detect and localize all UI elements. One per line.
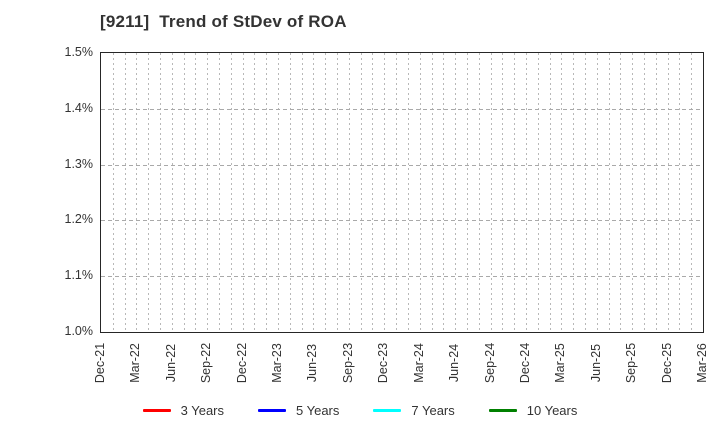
- gridline-vertical: [525, 53, 527, 332]
- x-axis-tick-label: Jun-22: [163, 343, 178, 383]
- gridline-vertical: [596, 53, 598, 332]
- gridline-vertical: [124, 53, 126, 332]
- gridline-vertical: [278, 53, 280, 332]
- gridline-vertical: [466, 53, 468, 332]
- gridline-vertical: [396, 53, 398, 332]
- gridline-vertical: [384, 53, 386, 332]
- gridline-vertical: [561, 53, 563, 332]
- x-axis-tick-label: Jun-25: [588, 343, 603, 383]
- y-axis-tick-label: 1.4%: [64, 100, 94, 115]
- gridline-horizontal: [101, 276, 703, 278]
- chart-title: [9211] Trend of StDev of ROA: [100, 12, 347, 31]
- gridline-vertical: [514, 53, 516, 332]
- gridline-vertical: [490, 53, 492, 332]
- gridline-vertical: [620, 53, 622, 332]
- gridline-vertical: [242, 53, 244, 332]
- gridline-vertical: [478, 53, 480, 332]
- gridline-vertical: [419, 53, 421, 332]
- legend-line-icon: [258, 409, 286, 412]
- y-axis-tick-label: 1.0%: [64, 324, 94, 338]
- legend-line-icon: [488, 409, 517, 412]
- gridline-vertical: [148, 53, 150, 332]
- legend-item-5-years: 5 Years: [258, 403, 339, 418]
- gridline-vertical: [325, 53, 327, 332]
- gridline-vertical: [502, 53, 504, 332]
- legend-line-icon: [142, 409, 171, 412]
- x-axis-tick-label: Sep-25: [624, 342, 639, 384]
- plot-area: [100, 52, 704, 333]
- y-axis-tick-label: 1.2%: [64, 212, 94, 227]
- gridline-vertical: [195, 53, 197, 332]
- gridline-vertical: [183, 53, 185, 332]
- gridline-vertical: [691, 53, 693, 332]
- gridline-horizontal: [101, 164, 703, 166]
- x-axis-tick-label: Jun-23: [305, 343, 320, 383]
- x-axis-tick-label: Dec-24: [517, 342, 532, 384]
- gridline-vertical: [643, 53, 645, 332]
- legend-item-3-years: 3 Years: [142, 403, 224, 418]
- gridline-vertical: [230, 53, 232, 332]
- legend-item-10-years: 10 Years: [488, 403, 578, 418]
- x-axis-tick-label: Mar-24: [411, 343, 426, 383]
- gridline-vertical: [632, 53, 634, 332]
- y-axis-tick-label: 1.1%: [64, 268, 94, 283]
- x-axis-tick-label: Dec-21: [93, 342, 107, 384]
- legend-line-icon: [373, 409, 402, 412]
- gridline-vertical: [655, 53, 657, 332]
- gridline-vertical: [266, 53, 268, 332]
- x-axis-tick-label: Sep-22: [199, 342, 214, 384]
- gridline-vertical: [679, 53, 681, 332]
- gridline-vertical: [431, 53, 433, 332]
- gridline-vertical: [608, 53, 610, 332]
- gridline-vertical: [171, 53, 173, 332]
- gridline-vertical: [289, 53, 291, 332]
- gridline-vertical: [160, 53, 162, 332]
- gridline-vertical: [337, 53, 339, 332]
- gridline-vertical: [537, 53, 539, 332]
- gridline-vertical: [112, 53, 114, 332]
- y-axis-tick-label: 1.5%: [64, 45, 94, 59]
- gridline-horizontal: [101, 108, 703, 110]
- gridline-vertical: [549, 53, 551, 332]
- gridline-vertical: [254, 53, 256, 332]
- x-axis-tick-label: Mar-22: [128, 343, 143, 383]
- legend-label: 5 Years: [296, 403, 340, 418]
- gridline-vertical: [372, 53, 374, 332]
- gridline-vertical: [313, 53, 315, 332]
- gridline-vertical: [667, 53, 669, 332]
- y-axis-tick-label: 1.3%: [64, 156, 94, 171]
- gridline-horizontal: [101, 220, 703, 222]
- x-axis-tick-label: Sep-23: [340, 342, 355, 384]
- gridline-vertical: [443, 53, 445, 332]
- gridline-vertical: [360, 53, 362, 332]
- gridline-vertical: [573, 53, 575, 332]
- gridline-vertical: [301, 53, 303, 332]
- gridline-vertical: [136, 53, 138, 332]
- x-axis-tick-label: Sep-24: [482, 342, 497, 384]
- legend-label: 10 Years: [526, 403, 578, 418]
- gridline-vertical: [207, 53, 209, 332]
- legend: 3 Years 5 Years 7 Years 10 Years: [0, 403, 720, 418]
- x-axis-tick-label: Mar-25: [553, 343, 568, 383]
- legend-label: 7 Years: [411, 403, 455, 418]
- x-axis-tick-label: Mar-23: [270, 343, 285, 383]
- legend-label: 3 Years: [180, 403, 224, 418]
- x-axis-tick-label: Mar-26: [695, 343, 709, 383]
- legend-item-7-years: 7 Years: [373, 403, 455, 418]
- gridline-vertical: [219, 53, 221, 332]
- gridline-vertical: [584, 53, 586, 332]
- x-axis-tick-label: Dec-25: [659, 342, 674, 384]
- gridline-vertical: [348, 53, 350, 332]
- gridline-vertical: [455, 53, 457, 332]
- x-axis-tick-label: Jun-24: [447, 343, 462, 383]
- x-axis-tick-label: Dec-23: [376, 342, 391, 384]
- gridline-vertical: [407, 53, 409, 332]
- x-axis-tick-label: Dec-22: [234, 342, 249, 384]
